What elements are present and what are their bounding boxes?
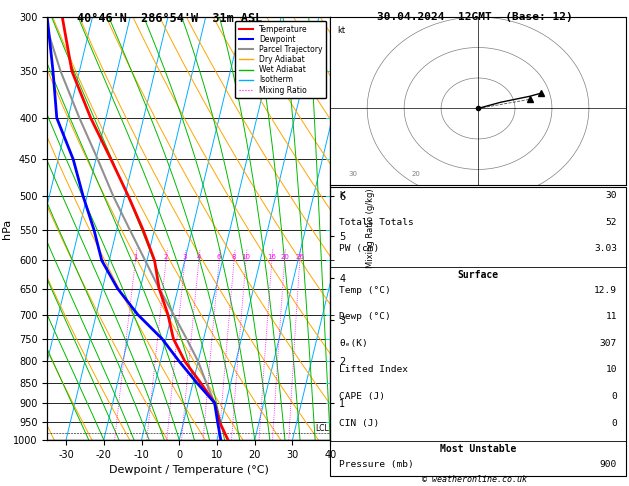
Text: 2: 2: [164, 255, 168, 260]
Text: 11: 11: [606, 312, 617, 321]
Text: 30: 30: [606, 191, 617, 200]
Text: CIN (J): CIN (J): [339, 418, 379, 428]
Text: LCL: LCL: [315, 424, 329, 433]
Text: 52: 52: [606, 218, 617, 226]
Text: 30: 30: [348, 171, 358, 176]
Text: 4: 4: [197, 255, 201, 260]
Text: 8: 8: [232, 255, 237, 260]
Text: 10: 10: [606, 365, 617, 374]
Text: 3.03: 3.03: [594, 244, 617, 253]
Y-axis label: Mixing Ratio (g/kg): Mixing Ratio (g/kg): [366, 189, 376, 268]
Text: 0: 0: [611, 392, 617, 401]
Text: 26: 26: [296, 255, 304, 260]
Text: 0: 0: [611, 418, 617, 428]
Text: 10: 10: [242, 255, 250, 260]
Text: Pressure (mb): Pressure (mb): [339, 460, 414, 469]
Text: Surface: Surface: [457, 270, 499, 280]
Text: Lifted Index: Lifted Index: [339, 365, 408, 374]
Text: 307: 307: [599, 339, 617, 348]
Text: Dewp (°C): Dewp (°C): [339, 312, 391, 321]
Text: 30.04.2024  12GMT  (Base: 12): 30.04.2024 12GMT (Base: 12): [377, 12, 573, 22]
X-axis label: Dewpoint / Temperature (°C): Dewpoint / Temperature (°C): [109, 465, 269, 475]
Text: 20: 20: [411, 171, 420, 176]
Text: 900: 900: [599, 460, 617, 469]
Text: K: K: [339, 191, 345, 200]
Text: Most Unstable: Most Unstable: [440, 444, 516, 454]
Y-axis label: hPa: hPa: [1, 218, 11, 239]
Text: © weatheronline.co.uk: © weatheronline.co.uk: [423, 474, 527, 484]
Text: θₑ(K): θₑ(K): [339, 339, 368, 348]
Text: 12.9: 12.9: [594, 286, 617, 295]
Text: Temp (°C): Temp (°C): [339, 286, 391, 295]
Legend: Temperature, Dewpoint, Parcel Trajectory, Dry Adiabat, Wet Adiabat, Isotherm, Mi: Temperature, Dewpoint, Parcel Trajectory…: [235, 21, 326, 98]
Text: 6: 6: [217, 255, 221, 260]
Text: 3: 3: [182, 255, 187, 260]
Text: 20: 20: [280, 255, 289, 260]
Text: Totals Totals: Totals Totals: [339, 218, 414, 226]
Text: PW (cm): PW (cm): [339, 244, 379, 253]
Text: kt: kt: [338, 26, 346, 35]
Text: CAPE (J): CAPE (J): [339, 392, 385, 401]
Text: 1: 1: [133, 255, 138, 260]
Text: 40°46'N  286°54'W  31m ASL: 40°46'N 286°54'W 31m ASL: [77, 12, 262, 25]
Text: 16: 16: [267, 255, 276, 260]
